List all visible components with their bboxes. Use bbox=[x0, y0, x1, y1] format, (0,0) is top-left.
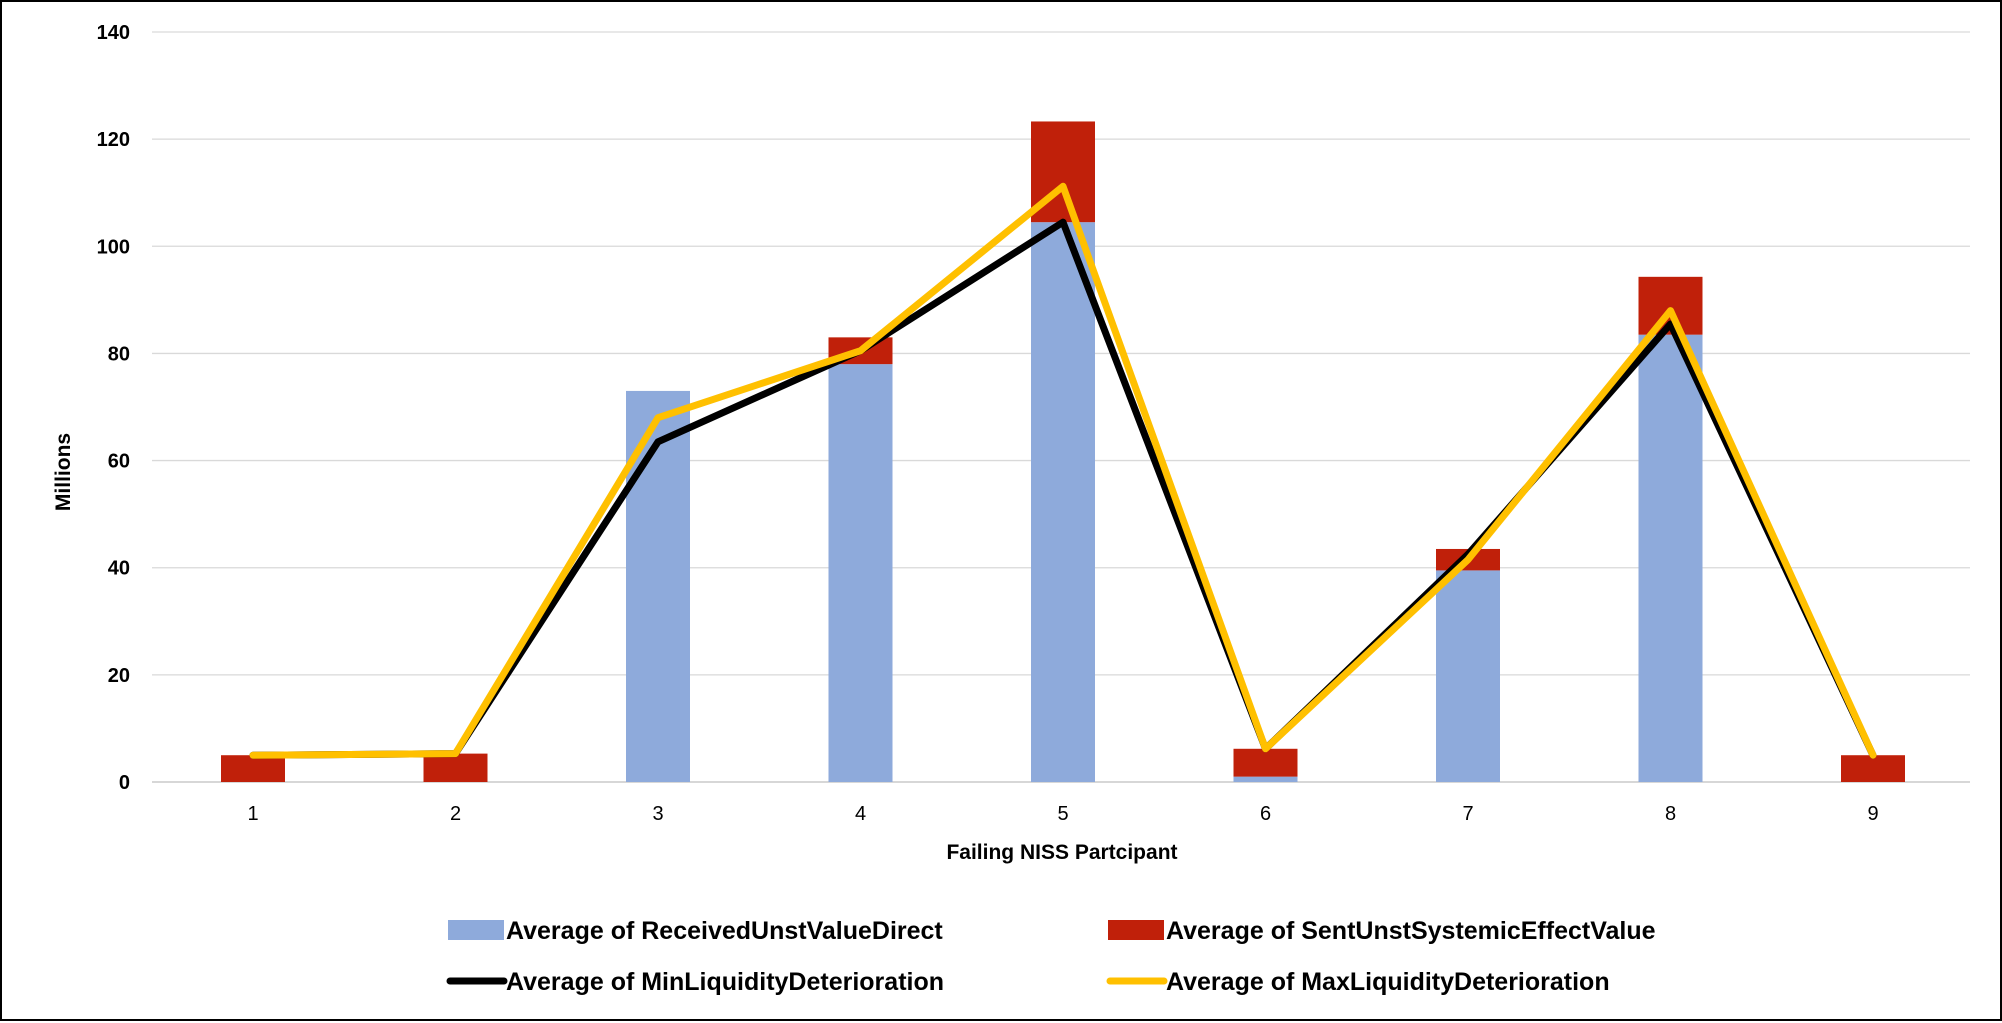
bar-received-unst-value bbox=[1233, 776, 1298, 782]
y-tick-label: 20 bbox=[108, 665, 130, 687]
legend-item: Average of MinLiquidityDeterioration bbox=[446, 968, 944, 996]
bar-received-unst-value bbox=[1436, 570, 1500, 782]
bars bbox=[221, 121, 1905, 782]
legend-label: Average of ReceivedUnstValueDirect bbox=[506, 917, 943, 945]
legend-label: Average of SentUnstSystemicEffectValue bbox=[1166, 917, 1656, 945]
x-tick-label: 4 bbox=[855, 803, 866, 825]
legend-label: Average of MinLiquidityDeterioration bbox=[506, 968, 944, 996]
bar-sent-unst-systemic-effect bbox=[221, 755, 285, 782]
x-tick-label: 8 bbox=[1665, 803, 1676, 825]
x-tick-label: 1 bbox=[247, 803, 258, 825]
bar-received-unst-value bbox=[828, 364, 893, 782]
line-max-liquidity-deterioration bbox=[249, 182, 1877, 759]
y-tick-label: 100 bbox=[97, 236, 130, 258]
legend: Average of ReceivedUnstValueDirect Averag… bbox=[446, 917, 1656, 996]
y-axis-title: Millions bbox=[52, 433, 75, 511]
x-tick-labels: 1 2 3 4 5 6 7 8 9 bbox=[247, 803, 1878, 825]
legend-swatch bbox=[448, 920, 504, 940]
y-tick-label: 80 bbox=[108, 343, 130, 365]
series-lines bbox=[249, 182, 1877, 759]
x-tick-label: 6 bbox=[1260, 803, 1271, 825]
bar-sent-unst-systemic-effect bbox=[423, 753, 488, 782]
x-tick-label: 7 bbox=[1462, 803, 1473, 825]
legend-item: Average of MaxLiquidityDeterioration bbox=[1106, 968, 1610, 996]
x-axis-title: Failing NISS Partcipant bbox=[946, 841, 1177, 864]
x-tick-label: 2 bbox=[450, 803, 461, 825]
x-tick-label: 5 bbox=[1057, 803, 1068, 825]
y-tick-label: 0 bbox=[119, 772, 130, 794]
bar-received-unst-value bbox=[1638, 334, 1703, 782]
y-tick-label: 40 bbox=[108, 558, 130, 580]
y-tick-labels: 0 20 40 60 80 100 120 140 bbox=[97, 22, 130, 794]
bar-received-unst-value bbox=[1031, 222, 1095, 782]
y-tick-label: 120 bbox=[97, 129, 130, 151]
legend-swatch bbox=[1108, 920, 1164, 940]
y-tick-label: 140 bbox=[97, 22, 130, 44]
legend-item: Average of ReceivedUnstValueDirect bbox=[448, 917, 943, 945]
line-min-liquidity-deterioration bbox=[249, 218, 1877, 759]
x-tick-label: 9 bbox=[1867, 803, 1878, 825]
y-tick-label: 60 bbox=[108, 451, 130, 473]
legend-label: Average of MaxLiquidityDeterioration bbox=[1166, 968, 1610, 996]
bar-sent-unst-systemic-effect bbox=[1841, 755, 1905, 782]
bar-sent-unst-systemic-effect bbox=[1233, 748, 1298, 777]
legend-item: Average of SentUnstSystemicEffectValue bbox=[1108, 917, 1656, 945]
x-tick-label: 3 bbox=[652, 803, 663, 825]
